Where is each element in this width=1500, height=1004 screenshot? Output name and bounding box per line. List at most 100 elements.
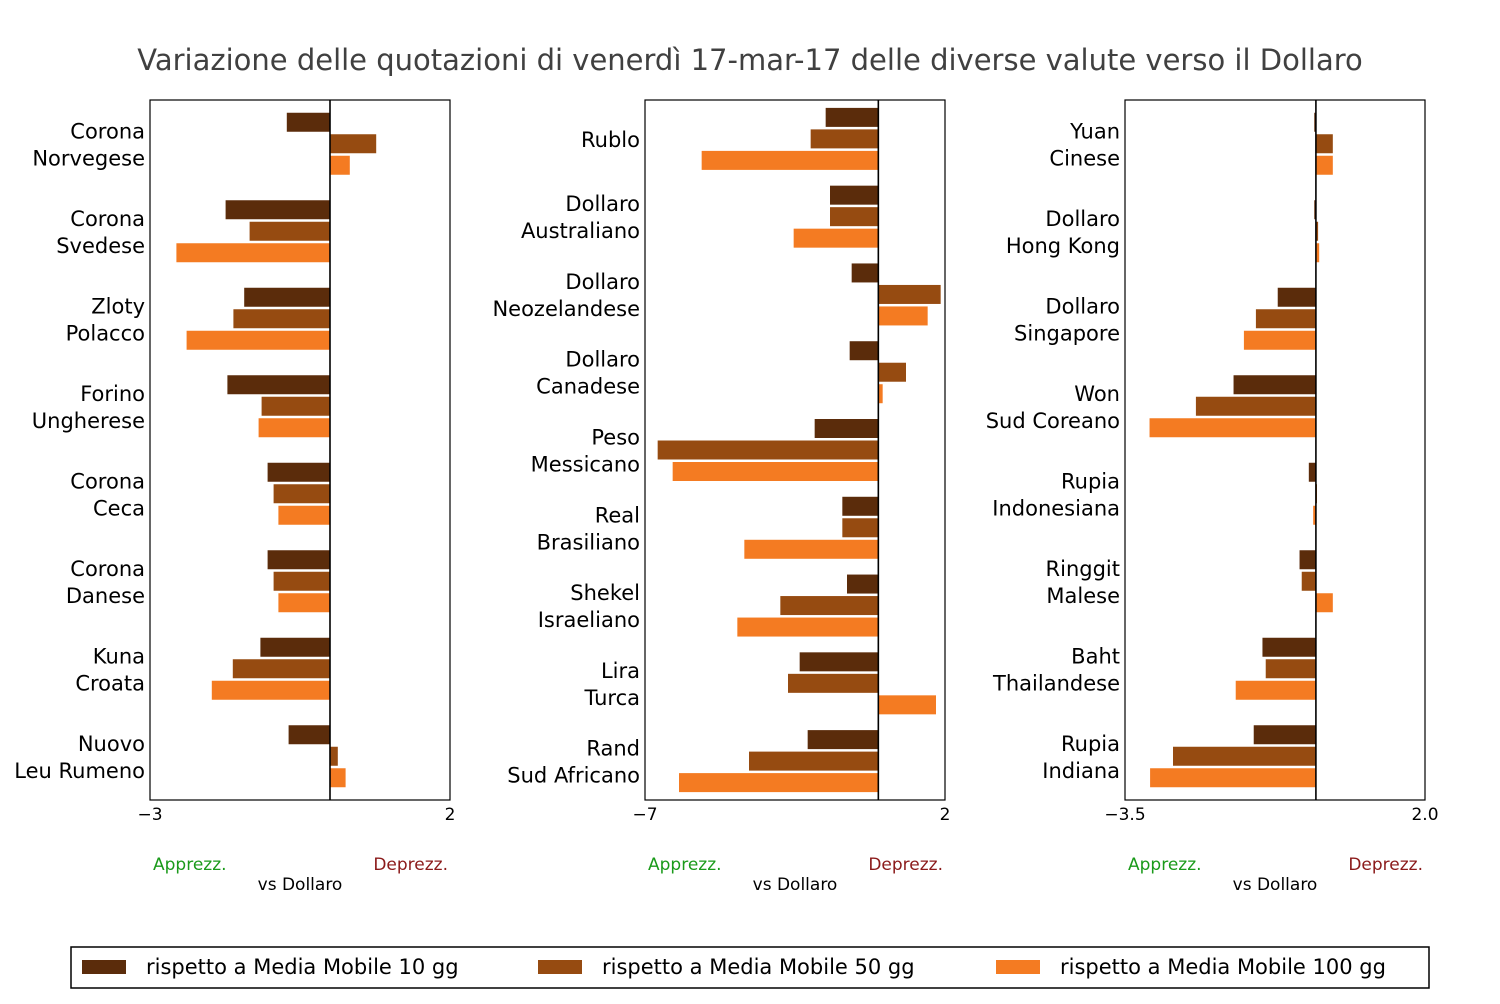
apprezz-label: Apprezz. xyxy=(153,855,227,875)
bar xyxy=(1149,418,1316,438)
bar xyxy=(273,571,330,591)
category-label: Danese xyxy=(66,584,145,608)
x-axis-label: vs Dollaro xyxy=(1233,875,1318,895)
bar xyxy=(737,617,879,637)
category-label: Australiano xyxy=(521,219,640,243)
bar xyxy=(260,637,330,657)
bar xyxy=(793,228,879,248)
apprezz-label: Apprezz. xyxy=(1128,855,1202,875)
bar xyxy=(278,593,330,613)
tick-label: 2.0 xyxy=(1411,805,1438,825)
bar xyxy=(286,112,330,132)
bar xyxy=(330,155,350,175)
bar xyxy=(1301,571,1316,591)
category-label: Won xyxy=(1074,382,1120,406)
category-label: Rupia xyxy=(1061,469,1120,493)
tick-label: 2 xyxy=(445,805,456,825)
category-label: Svedese xyxy=(56,234,145,258)
bar xyxy=(814,419,879,438)
category-label: Sud Coreano xyxy=(986,409,1120,433)
bar xyxy=(1150,768,1316,788)
bar xyxy=(878,306,928,326)
bar xyxy=(186,330,330,350)
category-label: Forino xyxy=(80,382,145,406)
legend-label: rispetto a Media Mobile 50 gg xyxy=(602,955,915,979)
legend-label: rispetto a Media Mobile 100 gg xyxy=(1060,955,1386,979)
category-label: Cinese xyxy=(1049,146,1120,170)
category-label: Indiana xyxy=(1042,759,1120,783)
bar xyxy=(244,287,330,307)
panel-3: Yuan Cinese Dollaro Hong Kong Dollaro Singapo… xyxy=(986,99,1439,895)
bar xyxy=(788,673,879,693)
bar xyxy=(1314,200,1316,220)
category-label: Corona xyxy=(70,119,145,143)
category-label: Dollaro xyxy=(1045,207,1120,231)
bar xyxy=(278,505,330,525)
bar xyxy=(744,539,879,559)
category-label: Corona xyxy=(70,557,145,581)
category-label: Lira xyxy=(601,659,640,683)
bar xyxy=(1315,243,1320,263)
bar xyxy=(288,725,330,745)
bar xyxy=(878,384,883,404)
bar xyxy=(1315,221,1319,241)
bar xyxy=(842,496,879,516)
category-label: Nuovo xyxy=(78,732,145,756)
category-label: Singapore xyxy=(1014,321,1120,345)
category-label: Thailandese xyxy=(992,671,1120,695)
bar xyxy=(227,375,330,395)
bar xyxy=(232,659,330,679)
x-axis-label: vs Dollaro xyxy=(753,875,838,895)
x-axis-label: vs Dollaro xyxy=(258,875,343,895)
bar xyxy=(1173,746,1316,766)
tick-label: −3.5 xyxy=(1104,805,1145,825)
legend-frame xyxy=(70,946,1430,989)
bar xyxy=(1277,287,1316,307)
category-label: Turca xyxy=(583,686,640,710)
bar xyxy=(1314,112,1316,132)
deprezz-label: Deprezz. xyxy=(1348,855,1423,875)
legend-swatch xyxy=(538,960,582,974)
legend-swatch xyxy=(82,960,126,974)
category-label: Corona xyxy=(70,469,145,493)
category-label: Ceca xyxy=(93,496,145,520)
bar xyxy=(1255,309,1316,329)
bar xyxy=(878,695,936,715)
panel-frame xyxy=(644,99,946,801)
bar xyxy=(830,185,879,205)
category-label: Indonesiana xyxy=(992,496,1120,520)
bar xyxy=(657,440,879,460)
bar xyxy=(1262,637,1316,657)
apprezz-label: Apprezz. xyxy=(648,855,722,875)
bar xyxy=(672,462,879,481)
bar xyxy=(799,652,879,672)
category-label: Sud Africano xyxy=(507,764,640,788)
category-label: Norvegese xyxy=(32,146,145,170)
bar xyxy=(1265,659,1316,679)
bar xyxy=(1195,396,1316,416)
category-label: Polacco xyxy=(66,321,145,345)
bar xyxy=(258,418,330,438)
bar xyxy=(273,484,330,504)
bar xyxy=(807,730,879,750)
bar xyxy=(701,150,879,170)
panel-frame xyxy=(149,99,451,801)
bar xyxy=(825,107,879,127)
tick-label: 2 xyxy=(940,805,951,825)
bar xyxy=(330,134,377,154)
bar xyxy=(878,362,906,382)
category-label: Baht xyxy=(1071,644,1120,668)
bar xyxy=(249,221,330,241)
category-label: Dollaro xyxy=(565,192,640,216)
category-label: Kuna xyxy=(93,644,145,668)
panel-2: Rublo Dollaro Australiano Dollaro Neozelande… xyxy=(492,99,951,895)
category-label: Rublo xyxy=(581,128,640,152)
category-label: Dollaro xyxy=(565,348,640,372)
category-label: Ringgit xyxy=(1046,557,1120,581)
category-label: Hong Kong xyxy=(1006,234,1120,258)
tick-label: −7 xyxy=(632,805,657,825)
bar xyxy=(1235,680,1316,700)
category-label: Rand xyxy=(586,737,640,761)
